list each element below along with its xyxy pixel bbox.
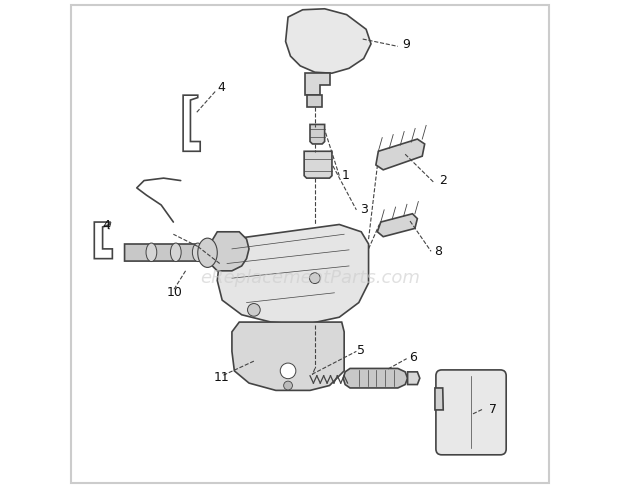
Text: 1: 1: [342, 169, 350, 182]
FancyBboxPatch shape: [436, 370, 506, 455]
Polygon shape: [343, 368, 407, 388]
Polygon shape: [232, 322, 344, 390]
Text: 11: 11: [213, 371, 229, 384]
Text: 2: 2: [439, 174, 446, 187]
Text: 4: 4: [217, 81, 225, 94]
Ellipse shape: [170, 243, 181, 262]
Polygon shape: [378, 214, 417, 237]
Ellipse shape: [192, 243, 203, 262]
Polygon shape: [208, 232, 249, 271]
Polygon shape: [310, 124, 325, 144]
Text: 7: 7: [489, 404, 497, 416]
Polygon shape: [305, 73, 329, 95]
Polygon shape: [407, 372, 420, 385]
Circle shape: [309, 273, 321, 284]
Polygon shape: [286, 9, 371, 73]
Circle shape: [247, 304, 260, 316]
Polygon shape: [304, 151, 332, 178]
Text: 9: 9: [402, 39, 410, 51]
Text: 10: 10: [166, 286, 182, 299]
Ellipse shape: [146, 243, 157, 262]
Text: 8: 8: [434, 245, 442, 258]
Polygon shape: [125, 244, 239, 261]
Polygon shape: [435, 388, 443, 410]
Text: 5: 5: [357, 344, 365, 357]
Polygon shape: [306, 95, 322, 107]
Text: 4: 4: [102, 220, 110, 232]
Text: 3: 3: [360, 203, 368, 216]
Circle shape: [283, 381, 293, 390]
Ellipse shape: [198, 238, 217, 267]
Text: eReplacementParts.com: eReplacementParts.com: [200, 269, 420, 287]
Polygon shape: [217, 224, 368, 325]
Ellipse shape: [212, 243, 223, 262]
Circle shape: [280, 363, 296, 379]
Text: 6: 6: [410, 351, 417, 364]
Polygon shape: [376, 139, 425, 170]
